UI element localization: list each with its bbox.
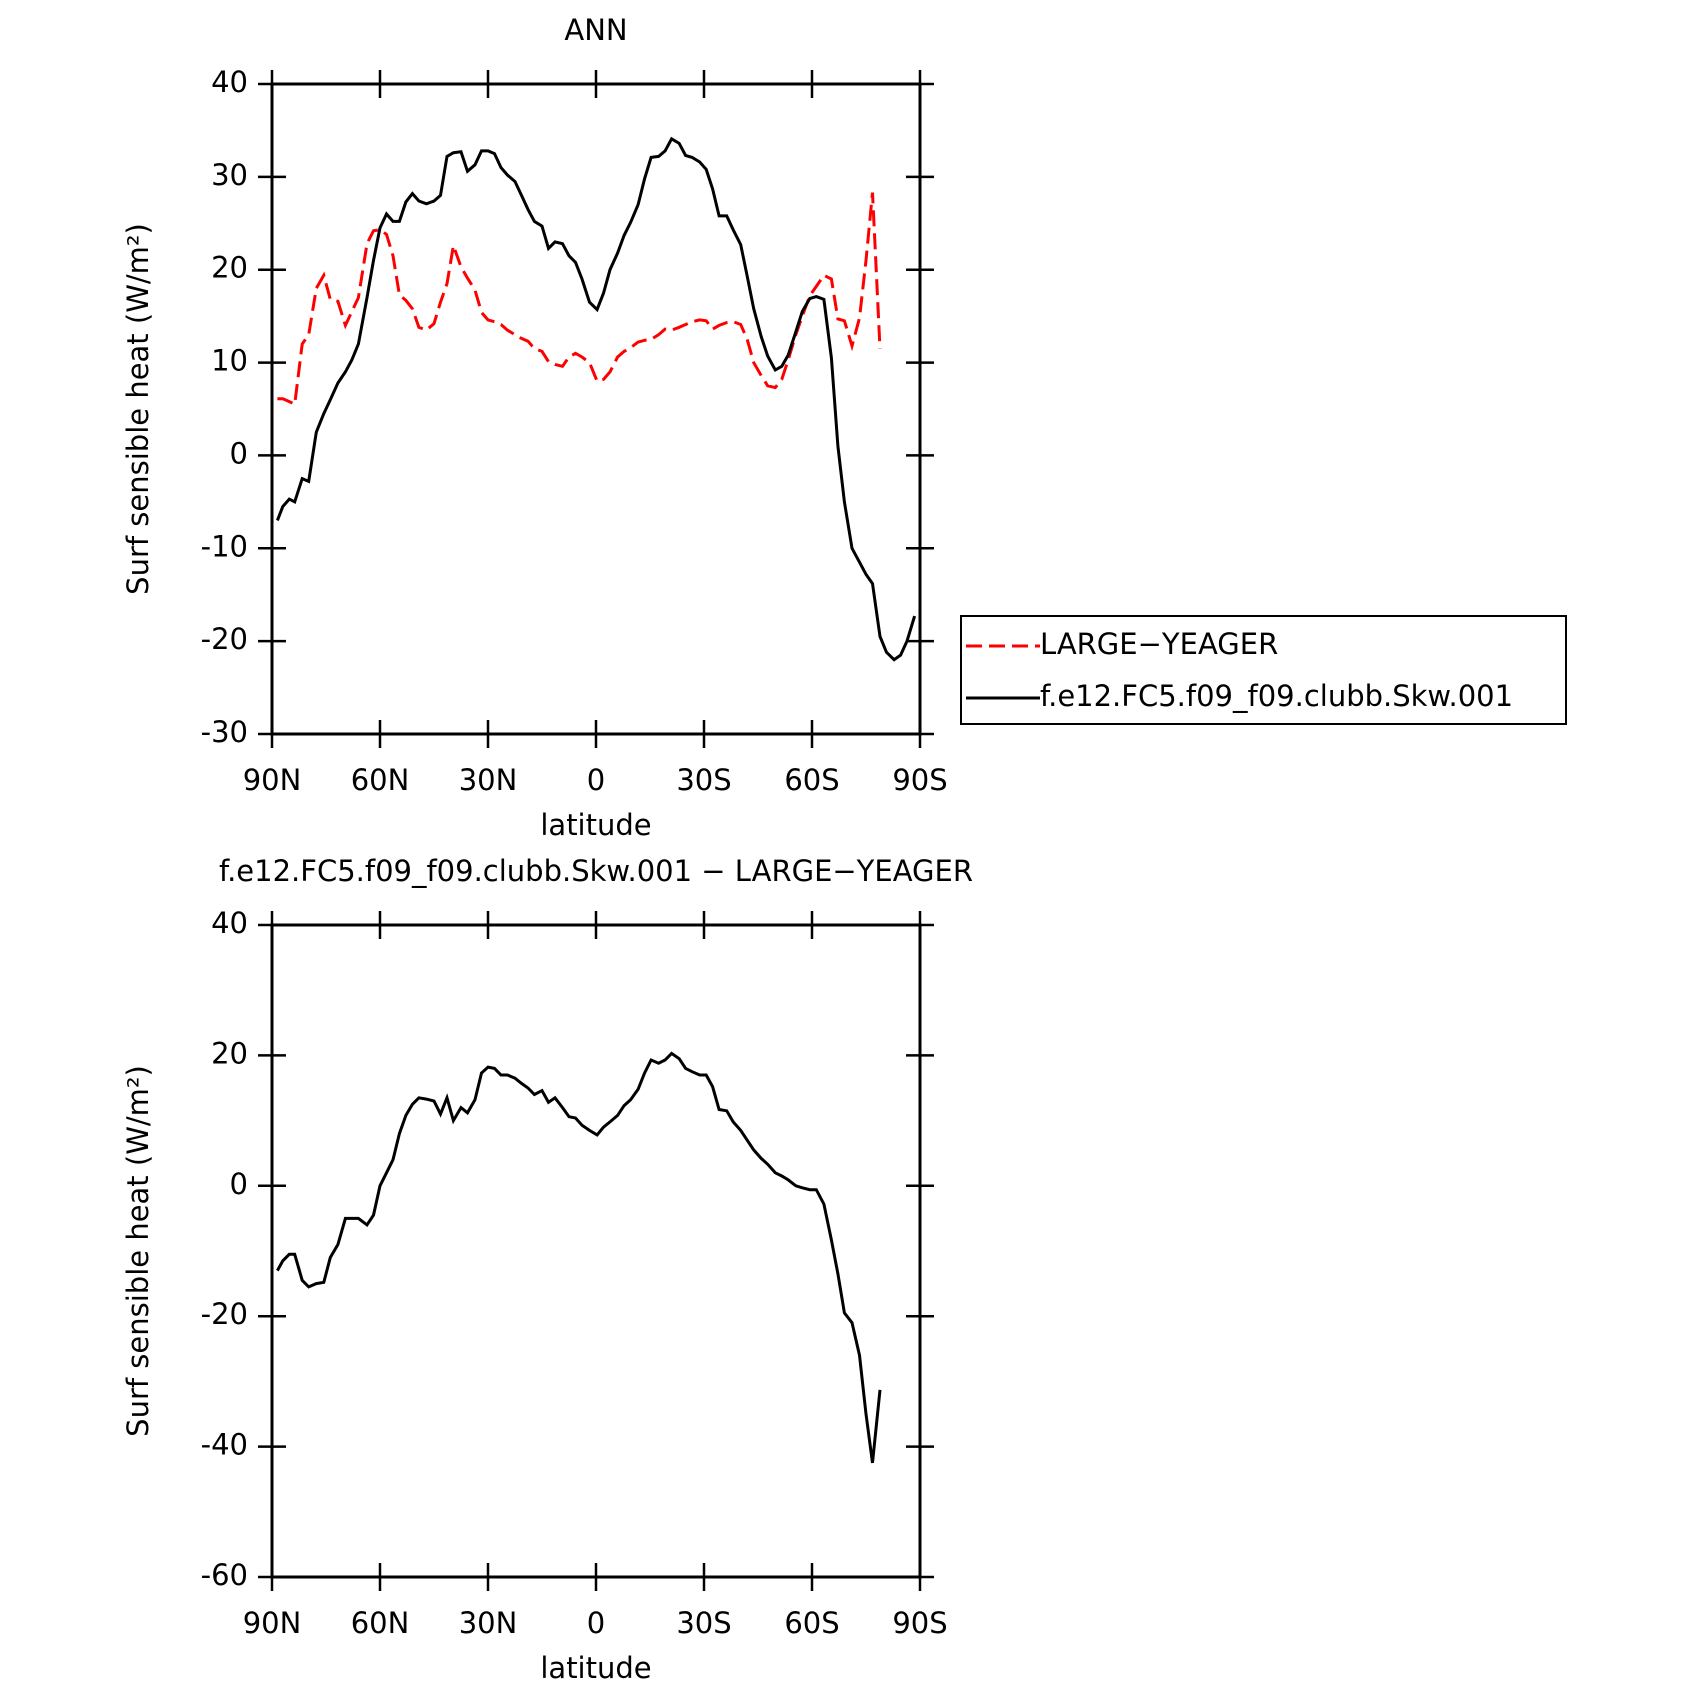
x-tick-label: 60N [351,763,410,797]
x-tick-label: 60S [784,763,839,797]
x-tick-label: 90S [892,763,947,797]
y-tick-label: -30 [201,715,248,749]
y-tick-label: -40 [201,1428,248,1462]
y-tick-label: 40 [211,65,248,99]
x-axis-label: latitude [540,1651,651,1685]
plot-frame [270,923,922,1579]
y-tick-label: 0 [230,436,248,470]
x-axis-label: latitude [540,808,651,842]
x-tick-label: 60S [784,1606,839,1640]
plot-frame [270,82,922,736]
chart-title: f.e12.FC5.f09_f09.clubb.Skw.001 − LARGE−… [219,854,973,888]
data-line [276,1051,882,1464]
data-line [276,136,917,662]
y-axis-label: Surf sensible heat (W/m²) [121,1065,155,1437]
x-tick-label: 30N [459,1606,518,1640]
legend-label: f.e12.FC5.f09_f09.clubb.Skw.001 [1040,679,1513,713]
x-tick-label: 60N [351,1606,410,1640]
y-tick-label: 20 [211,251,248,285]
y-tick-label: -60 [201,1558,248,1592]
x-tick-label: 0 [587,1606,605,1640]
y-tick-label: 20 [211,1036,248,1070]
y-tick-label: 10 [211,344,248,378]
x-tick-label: 90N [243,763,302,797]
y-tick-label: 30 [211,158,248,192]
y-tick-label: -10 [201,529,248,563]
legend-label: LARGE−YEAGER [1040,627,1278,661]
x-tick-label: 90N [243,1606,302,1640]
x-tick-label: 90S [892,1606,947,1640]
y-tick-label: -20 [201,622,248,656]
y-tick-label: 40 [211,906,248,940]
y-tick-label: 0 [230,1167,248,1201]
x-tick-label: 30N [459,763,518,797]
legend-box [960,615,1567,725]
x-tick-label: 0 [587,763,605,797]
x-tick-label: 30S [676,1606,731,1640]
x-tick-label: 30S [676,763,731,797]
chart-title: ANN [564,13,627,47]
data-line [277,192,882,407]
y-axis-label: Surf sensible heat (W/m²) [121,223,155,595]
y-tick-label: -20 [201,1297,248,1331]
